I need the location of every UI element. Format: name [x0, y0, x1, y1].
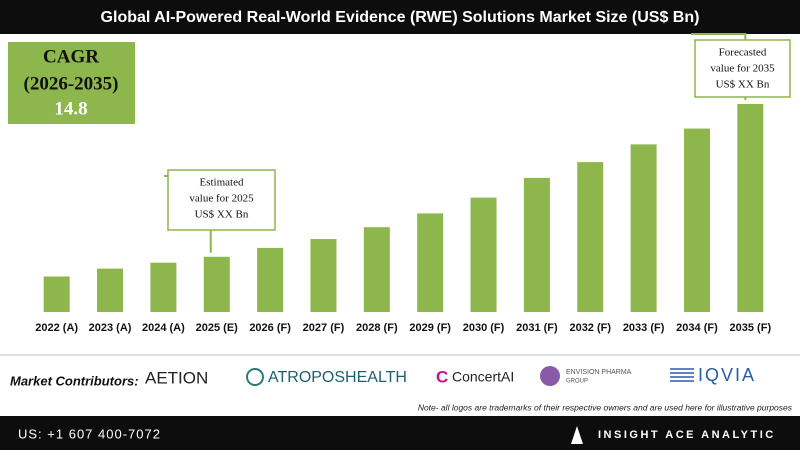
bar — [417, 213, 444, 312]
x-tick-label: 2028 (F) — [356, 322, 398, 334]
cagr-value: 14.8 — [54, 98, 87, 119]
logo-icon — [246, 368, 264, 386]
contributors-label: Market Contributors: — [10, 373, 139, 388]
note: Note- all logos are trademarks of their … — [418, 402, 793, 412]
x-tick-label: 2027 (F) — [303, 322, 345, 334]
bar — [577, 162, 604, 312]
bar — [630, 144, 657, 312]
x-tick-label: 2035 (F) — [730, 322, 772, 334]
logo: GROUP — [566, 379, 588, 385]
logo: ATROPOSHEALTH — [268, 369, 407, 386]
bar — [363, 227, 390, 312]
callout-text: Estimated — [200, 177, 244, 189]
bar — [523, 177, 550, 312]
cagr-period: (2026-2035) — [24, 73, 119, 94]
bar — [257, 247, 284, 312]
bar — [203, 256, 230, 312]
callout-text: US$ XX Bn — [716, 79, 770, 91]
bar — [683, 128, 710, 312]
x-tick-label: 2032 (F) — [569, 322, 611, 334]
bar — [737, 103, 764, 312]
logo-icon-letter: C — [436, 367, 448, 386]
x-tick-label: 2023 (A) — [89, 322, 132, 334]
logo: AETION — [145, 368, 208, 387]
logo: ConcertAI — [452, 369, 514, 385]
brand: INSIGHT ACE ANALYTIC — [598, 429, 776, 441]
x-tick-label: 2031 (F) — [516, 322, 558, 334]
chart-title: Global AI-Powered Real-World Evidence (R… — [101, 9, 700, 26]
title-bar — [0, 0, 800, 34]
logo-icon — [540, 366, 560, 386]
logo-icon — [670, 368, 694, 382]
x-tick-label: 2025 (E) — [196, 322, 239, 334]
cagr-box — [8, 42, 135, 124]
phone: US: +1 607 400-7072 — [18, 426, 161, 441]
x-tick-label: 2026 (F) — [249, 322, 291, 334]
bar — [43, 276, 70, 312]
x-tick-label: 2024 (A) — [142, 322, 185, 334]
callout-box — [694, 39, 791, 98]
x-tick-label: 2022 (A) — [35, 322, 78, 334]
cagr-label: CAGR — [43, 46, 99, 67]
callout-text: value for 2035 — [710, 63, 775, 75]
callout-box — [167, 169, 276, 231]
logo: IQVIA — [698, 365, 756, 385]
bar — [150, 262, 177, 312]
x-tick-label: 2030 (F) — [463, 322, 505, 334]
logo: ENVISION PHARMA — [566, 369, 632, 376]
brand-icon — [571, 426, 583, 444]
footer-bar — [0, 416, 800, 450]
callout-text: Forecasted — [719, 47, 767, 59]
x-tick-label: 2034 (F) — [676, 322, 718, 334]
callout-text: value for 2025 — [189, 193, 254, 205]
bar — [470, 197, 497, 312]
bar — [97, 268, 124, 312]
x-tick-label: 2029 (F) — [409, 322, 451, 334]
callout-text: US$ XX Bn — [195, 209, 249, 221]
bar — [310, 239, 337, 312]
x-tick-label: 2033 (F) — [623, 322, 665, 334]
